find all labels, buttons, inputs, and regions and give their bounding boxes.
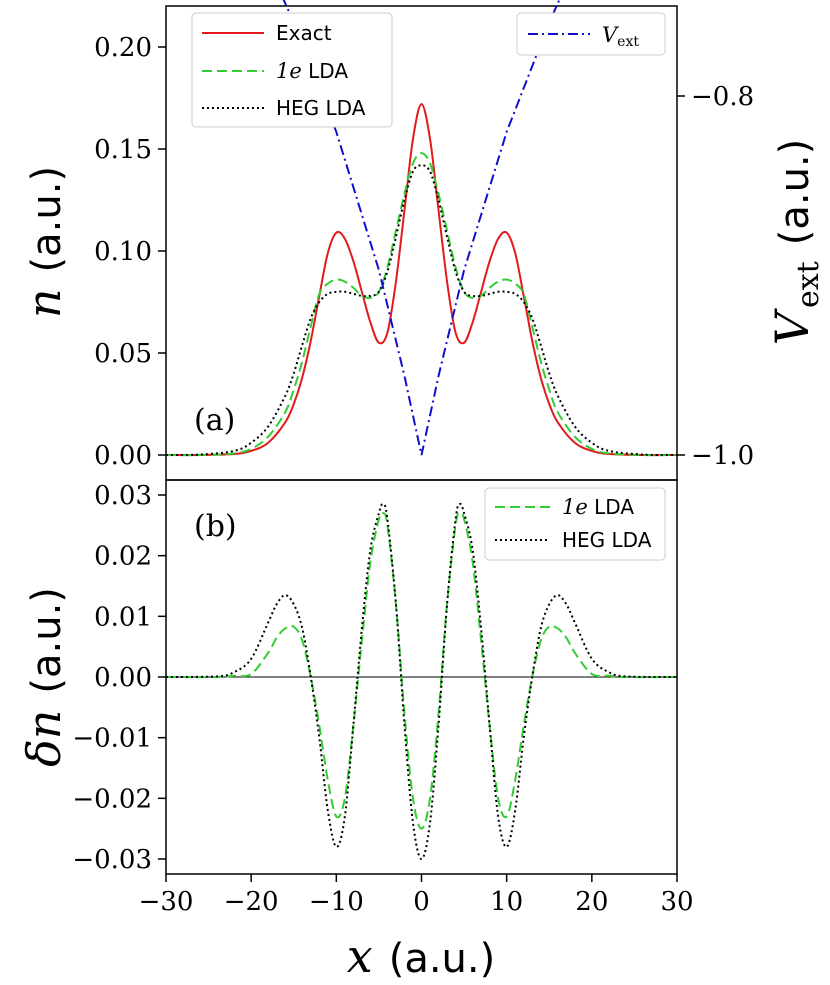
legend-label-1e-rest: LDA xyxy=(588,495,635,519)
panel-a-right-tick-label: −0.8 xyxy=(691,82,754,112)
panel-a-ylabel-unit: (a.u.) xyxy=(24,166,70,273)
x-tick-label: −20 xyxy=(224,887,279,917)
panel-a-left-tick-label: 0.15 xyxy=(94,135,152,165)
panel-b-ylabel-unit: (a.u.) xyxy=(24,587,70,694)
panel-b-left-tick-label: 0.00 xyxy=(94,663,152,693)
panel-b-left-tick-label: 0.02 xyxy=(94,542,152,572)
x-tick-label: 30 xyxy=(660,887,693,917)
svg-text:V ext (a.u.): V ext (a.u.) xyxy=(765,139,826,345)
panel-a-left-tick-label: 0.00 xyxy=(94,441,152,471)
legend-box xyxy=(516,12,666,56)
panel-b-ticks: −0.03 −0.02 −0.01 0.00 0.01 0.02 0.03 −30 −20 −10… xyxy=(72,481,693,917)
panel-b-series xyxy=(165,502,678,861)
panel-a-ylabel: n (a.u.) xyxy=(17,166,71,318)
x-axis-label: x (a.u.) xyxy=(347,929,495,983)
panel-a-series-heg-lda xyxy=(165,164,678,457)
legend-label-1e-rest: LDA xyxy=(302,59,349,83)
legend-label-exact: Exact xyxy=(276,21,332,45)
svg-text:δn (a.u.): δn (a.u.) xyxy=(17,587,71,767)
legend-label-heg: HEG LDA xyxy=(276,96,366,120)
panel-a-right-ylabel-unit: (a.u.) xyxy=(772,139,818,246)
panel-a-left-tick-label: 0.10 xyxy=(94,237,152,267)
panel-b-series-heg-lda xyxy=(165,502,678,861)
legend-box xyxy=(191,12,393,128)
panel-b-left-tick-label: −0.01 xyxy=(72,724,152,754)
panel-a-right-ylabel-sub: ext xyxy=(791,261,826,308)
legend-label-1e-italic: 1e xyxy=(276,59,302,83)
panel-a-legend-left: Exact 1e LDA HEG LDA xyxy=(191,12,393,128)
panel-b-left-tick-label: 0.03 xyxy=(94,481,152,511)
legend-label-vext: Vext xyxy=(602,23,639,50)
panel-a-right-tick-label: −1.0 xyxy=(691,441,754,471)
panel-b-left-tick-label: −0.03 xyxy=(72,845,152,875)
x-axis-label-symbol: x xyxy=(347,929,373,983)
legend-label-heg: HEG LDA xyxy=(562,528,652,552)
panel-a-series xyxy=(165,0,678,457)
legend-label-1e-italic: 1e xyxy=(562,495,588,519)
x-tick-label: 20 xyxy=(575,887,608,917)
panel-a-legend-right: Vext xyxy=(516,12,666,56)
panel-a-left-tick-label: 0.20 xyxy=(94,33,152,63)
panel-b-label: (b) xyxy=(194,509,237,544)
legend-label-vext-sub: ext xyxy=(617,34,639,50)
panel-b-ylabel-symbol: δn xyxy=(17,710,71,767)
panel-a-series-1e-lda xyxy=(165,152,678,457)
panel-b-left-tick-label: −0.02 xyxy=(72,784,152,814)
panel-a-right-ylabel: V ext (a.u.) xyxy=(765,139,826,345)
panel-b-legend: 1e LDA HEG LDA xyxy=(484,487,666,561)
panel-b-ylabel: δn (a.u.) xyxy=(17,587,71,767)
x-tick-label: 10 xyxy=(490,887,523,917)
svg-text:n (a.u.): n (a.u.) xyxy=(17,166,71,318)
panel-a-label: (a) xyxy=(194,403,235,438)
panel-b-series-1e-lda xyxy=(165,511,678,830)
legend-label-vext-symbol: V xyxy=(602,23,619,47)
panel-a-series-v-ext xyxy=(282,0,561,456)
x-axis-label-unit: (a.u.) xyxy=(389,936,496,982)
panel-a-ticks: 0.000.050.100.150.20−1.0−0.8−0.6 xyxy=(94,33,754,471)
legend-label-1e: 1e LDA xyxy=(562,495,634,519)
legend-label-1e: 1e LDA xyxy=(276,59,348,83)
panel-b-left-tick-label: 0.01 xyxy=(94,602,152,632)
panel-a-left-tick-label: 0.05 xyxy=(94,339,152,369)
panel-a-ylabel-symbol: n xyxy=(17,288,71,318)
panel-a-series-exact xyxy=(165,103,678,457)
x-tick-label: −30 xyxy=(139,887,194,917)
panel-a-right-ylabel-symbol: V xyxy=(765,307,819,345)
x-tick-label: 0 xyxy=(413,887,430,917)
x-tick-label: −10 xyxy=(309,887,364,917)
